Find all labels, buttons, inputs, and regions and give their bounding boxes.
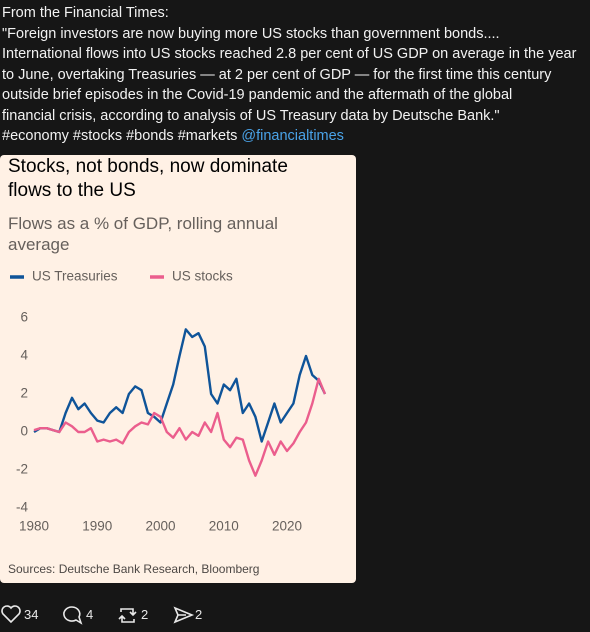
y-tick-label: 0	[20, 424, 28, 439]
series-line	[33, 377, 327, 477]
chart-title: Stocks, not bonds, now dominate flows to…	[8, 156, 288, 201]
post-line: outside brief episodes in the Covid-19 p…	[2, 87, 513, 103]
action-icons	[1, 605, 195, 625]
x-tick-label: 2000	[145, 519, 175, 534]
x-tick-label: 1990	[82, 519, 112, 534]
like-count: 34	[24, 607, 39, 622]
x-tick-label: 2020	[272, 519, 302, 534]
post-line: financial crisis, according to analysis …	[2, 107, 500, 124]
reply-icon[interactable]	[63, 606, 83, 625]
like-icon[interactable]	[1, 605, 21, 624]
legend-label: US Treasuries	[32, 269, 118, 284]
y-tick-label: 4	[20, 348, 28, 363]
post-line: "Foreign investors are now buying more U…	[2, 25, 500, 42]
post-body: From the Financial Times: "Foreign invest…	[2, 3, 576, 126]
share-count: 2	[195, 607, 203, 622]
tags-line: #economy #stocks #bonds #markets @financ…	[2, 126, 576, 147]
hashtags[interactable]: #economy #stocks #bonds #markets	[2, 128, 238, 144]
series-line	[33, 328, 327, 443]
y-tick-label: -4	[16, 500, 28, 515]
reply-count: 4	[86, 607, 94, 622]
chart: -4 -2 0 2 4 6 1980 1990 2000 2010 2020 US Treasurie…	[10, 269, 327, 534]
chart-source: Sources: Deutsche Bank Research, Bloombe…	[8, 562, 260, 576]
y-tick-label: 6	[20, 310, 28, 325]
y-tick-label: -2	[16, 462, 28, 477]
legend-label: US stocks	[172, 269, 233, 284]
post-line: International flows into US stocks reach…	[2, 46, 577, 62]
chart-subtitle: Flows as a % of GDP, rolling annual aver…	[8, 214, 278, 254]
x-tick-label: 1980	[19, 519, 49, 534]
share-icon[interactable]	[173, 606, 195, 624]
action-bar: 34 4 2 2	[0, 603, 300, 627]
mention[interactable]: @financialtimes	[241, 128, 344, 144]
x-tick-label: 2010	[209, 519, 239, 534]
repost-count: 2	[141, 607, 149, 622]
chart-card: -4 -2 0 2 4 6 1980 1990 2000 2010 2020 US Treasurie…	[0, 155, 356, 583]
post-text: From the Financial Times: "Foreign invest…	[2, 3, 576, 147]
post-line: to June, overtaking Treasuries — at 2 pe…	[2, 66, 552, 83]
y-tick-label: 2	[20, 386, 28, 401]
post-line: From the Financial Times:	[2, 5, 169, 21]
repost-icon[interactable]	[118, 608, 137, 623]
